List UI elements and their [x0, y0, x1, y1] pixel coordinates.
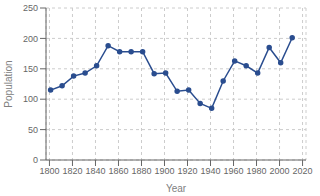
svg-text:1980: 1980 — [247, 166, 267, 176]
svg-text:1840: 1840 — [85, 166, 105, 176]
svg-text:1900: 1900 — [154, 166, 174, 176]
svg-text:100: 100 — [23, 94, 38, 104]
svg-text:Population: Population — [3, 60, 14, 107]
svg-text:1920: 1920 — [177, 166, 197, 176]
svg-text:1860: 1860 — [108, 166, 128, 176]
svg-text:1880: 1880 — [131, 166, 151, 176]
svg-text:250: 250 — [23, 3, 38, 13]
svg-text:1940: 1940 — [200, 166, 220, 176]
svg-text:200: 200 — [23, 34, 38, 44]
svg-text:0: 0 — [33, 155, 38, 165]
svg-text:50: 50 — [28, 125, 38, 135]
svg-text:1960: 1960 — [224, 166, 244, 176]
svg-text:150: 150 — [23, 64, 38, 74]
svg-text:Year: Year — [166, 183, 187, 194]
svg-text:1800: 1800 — [39, 166, 59, 176]
svg-text:1820: 1820 — [62, 166, 82, 176]
svg-text:2000: 2000 — [270, 166, 290, 176]
svg-text:2020: 2020 — [293, 166, 313, 176]
